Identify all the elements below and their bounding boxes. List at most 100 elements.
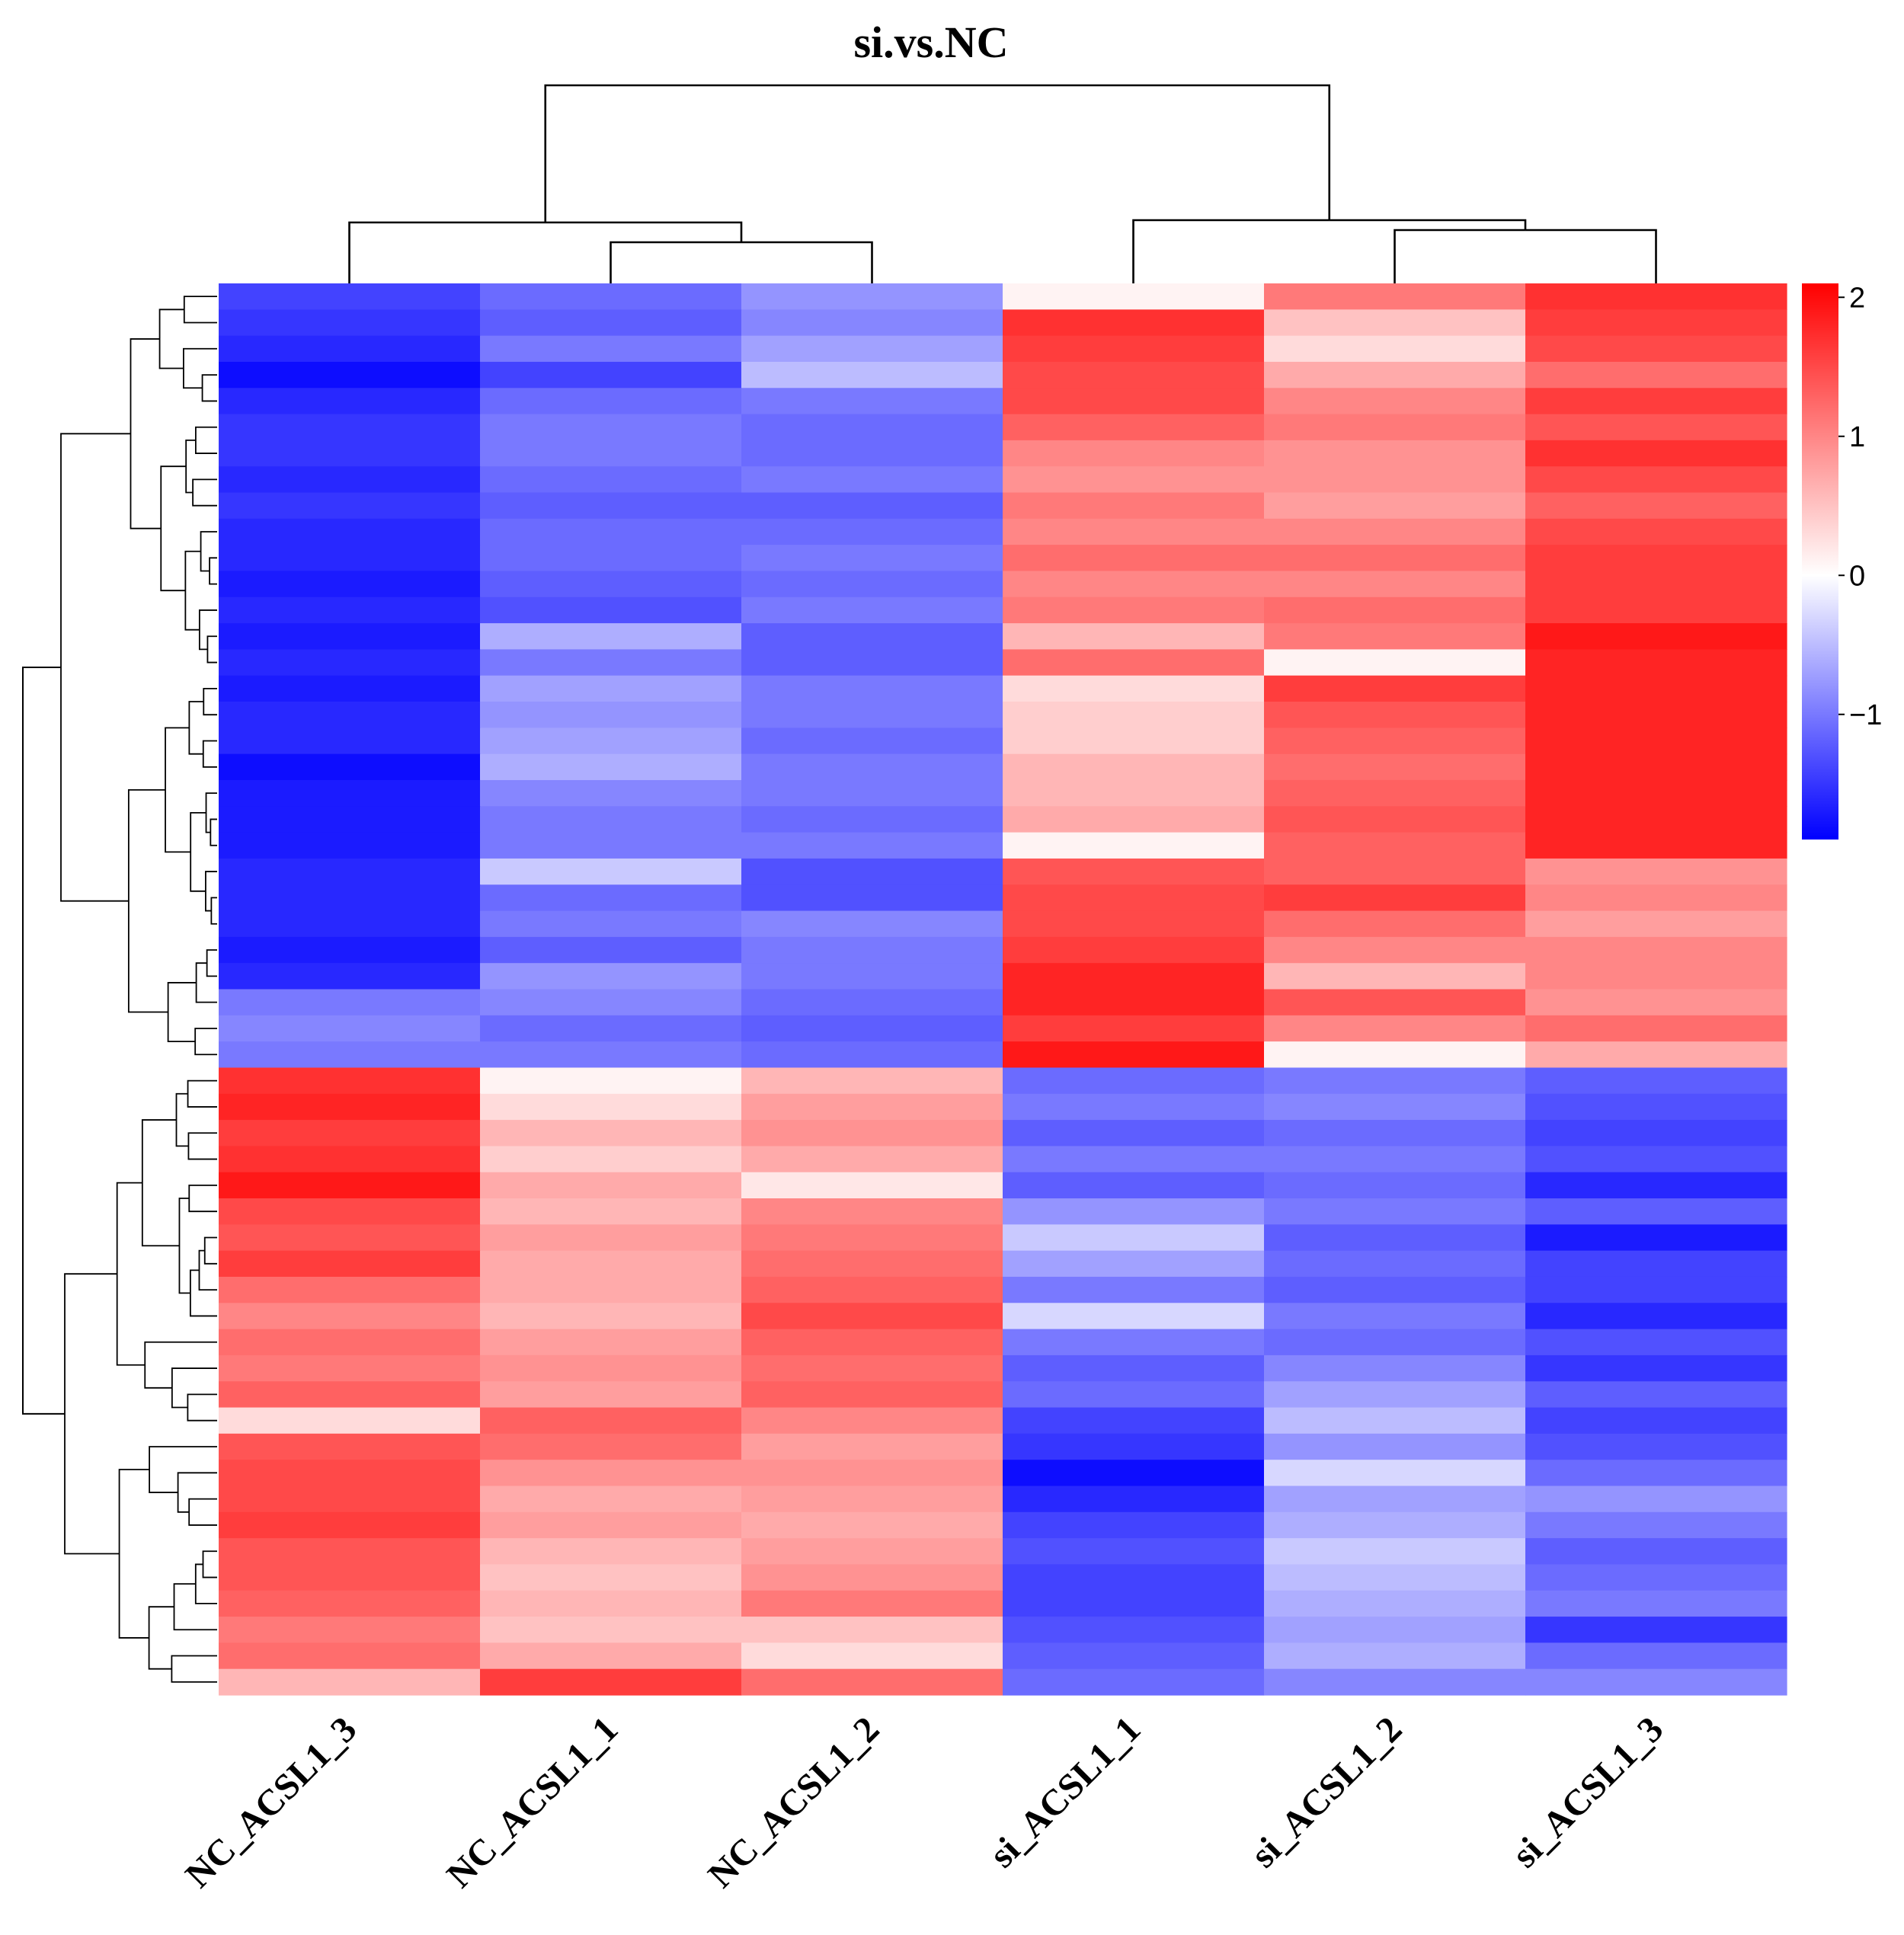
heatmap-cell: [480, 702, 742, 728]
heatmap-cell: [219, 753, 481, 781]
heatmap-cell: [741, 1224, 1003, 1252]
heatmap-cell: [480, 675, 742, 702]
heatmap-cell: [1525, 361, 1787, 389]
heatmap-cell: [1264, 1172, 1526, 1199]
heatmap-cell: [1264, 728, 1526, 755]
heatmap-cell: [219, 936, 481, 964]
row-dendrogram-link: [205, 792, 217, 833]
heatmap-cell: [480, 1198, 742, 1225]
row-dendrogram-link: [187, 1079, 217, 1108]
row-dendrogram-link: [148, 1606, 174, 1670]
heatmap-cell: [1003, 571, 1265, 598]
row-dendrogram-link: [194, 1563, 217, 1604]
heatmap-cell: [1003, 1041, 1265, 1069]
legend-tick-label: 0: [1849, 560, 1865, 592]
heatmap-cell: [1525, 936, 1787, 964]
heatmap-cell: [1003, 388, 1265, 415]
heatmap-cell: [1003, 283, 1265, 310]
heatmap-cell: [741, 1172, 1003, 1199]
heatmap-cell: [741, 1120, 1003, 1147]
heatmap-cell: [219, 806, 481, 833]
heatmap-cell: [219, 1041, 481, 1069]
heatmap-cell: [1003, 492, 1265, 520]
row-dendrogram-root: [22, 666, 65, 1415]
row-dendrogram-link: [192, 478, 217, 507]
heatmap-cell: [1003, 936, 1265, 964]
row-dendrogram-link: [158, 309, 184, 369]
heatmap-cell: [1264, 414, 1526, 441]
row-dendrogram-link: [185, 439, 196, 494]
heatmap-cell: [1264, 1146, 1526, 1173]
heatmap-cell: [219, 910, 481, 938]
heatmap-cell: [480, 361, 742, 389]
heatmap-cell: [480, 571, 742, 598]
row-dendrogram-link: [194, 426, 217, 454]
heatmap-cell: [219, 832, 481, 859]
heatmap-cell: [1003, 1407, 1265, 1434]
heatmap-cell: [1264, 910, 1526, 938]
legend-tick-label: 1: [1849, 421, 1865, 453]
heatmap-cell: [1003, 1250, 1265, 1278]
heatmap-cell: [1003, 596, 1265, 624]
row-dendrogram-link: [182, 347, 217, 389]
heatmap-cell: [1525, 1407, 1787, 1434]
row-dendrogram-link: [144, 1341, 217, 1389]
heatmap-cell: [1525, 702, 1787, 728]
heatmap-cell: [480, 596, 742, 624]
heatmap-cell: [741, 518, 1003, 545]
heatmap-cell: [741, 492, 1003, 520]
heatmap-cell: [480, 1617, 742, 1643]
heatmap-cell: [1264, 649, 1526, 676]
heatmap-cell: [741, 1460, 1003, 1487]
heatmap-cell: [1264, 1433, 1526, 1460]
heatmap-cell: [1264, 1617, 1526, 1643]
legend-color-bar: [1802, 283, 1838, 840]
heatmap-cell: [1003, 779, 1265, 807]
heatmap-cell: [480, 884, 742, 912]
heatmap-cell: [219, 1590, 481, 1617]
heatmap-cell: [480, 1564, 742, 1591]
heatmap-cell: [1003, 1329, 1265, 1356]
heatmap-cell: [1003, 1433, 1265, 1460]
heatmap-cell: [1264, 1224, 1526, 1252]
row-dendrogram-link: [171, 1655, 217, 1683]
heatmap-cell: [219, 1668, 481, 1696]
heatmap-cell: [219, 596, 481, 624]
heatmap-cell: [1525, 1354, 1787, 1382]
heatmap-cell: [741, 1511, 1003, 1539]
heatmap-cell: [219, 283, 481, 310]
heatmap-cell: [741, 884, 1003, 912]
heatmap-cell: [1264, 1590, 1526, 1617]
heatmap-cell: [219, 388, 481, 415]
heatmap-cell: [1264, 1329, 1526, 1356]
heatmap-cell: [1264, 1564, 1526, 1591]
heatmap-cell: [1003, 1511, 1265, 1539]
heatmap-cell: [1525, 1276, 1787, 1303]
heatmap-cell: [1264, 545, 1526, 572]
heatmap-cell: [1003, 702, 1265, 728]
heatmap-cell: [1264, 440, 1526, 467]
column-label: si_ACSL1_1: [982, 1709, 1149, 1876]
heatmap-cell: [1003, 1617, 1265, 1643]
heatmap-cell: [219, 1381, 481, 1409]
heatmap-cell: [219, 1276, 481, 1303]
heatmap-cell: [1003, 884, 1265, 912]
heatmap-cell: [1264, 1511, 1526, 1539]
heatmap-cell: [1264, 963, 1526, 990]
heatmap-cell: [480, 440, 742, 467]
heatmap-cell: [219, 309, 481, 337]
heatmap-cell: [741, 596, 1003, 624]
heatmap-cell: [480, 858, 742, 885]
heatmap-cell: [741, 1041, 1003, 1069]
heatmap-cell: [741, 414, 1003, 441]
heatmap-cell: [1525, 1668, 1787, 1696]
column-label: NC_ACSL1_3: [178, 1709, 364, 1895]
heatmap-cell: [1003, 309, 1265, 337]
heatmap-cell: [741, 545, 1003, 572]
heatmap-cell: [1003, 518, 1265, 545]
heatmap-cell: [1264, 1303, 1526, 1330]
heatmap-cell: [1003, 545, 1265, 572]
heatmap-cell: [741, 1590, 1003, 1617]
heatmap-cell: [1525, 910, 1787, 938]
heatmap-cell: [219, 1538, 481, 1566]
